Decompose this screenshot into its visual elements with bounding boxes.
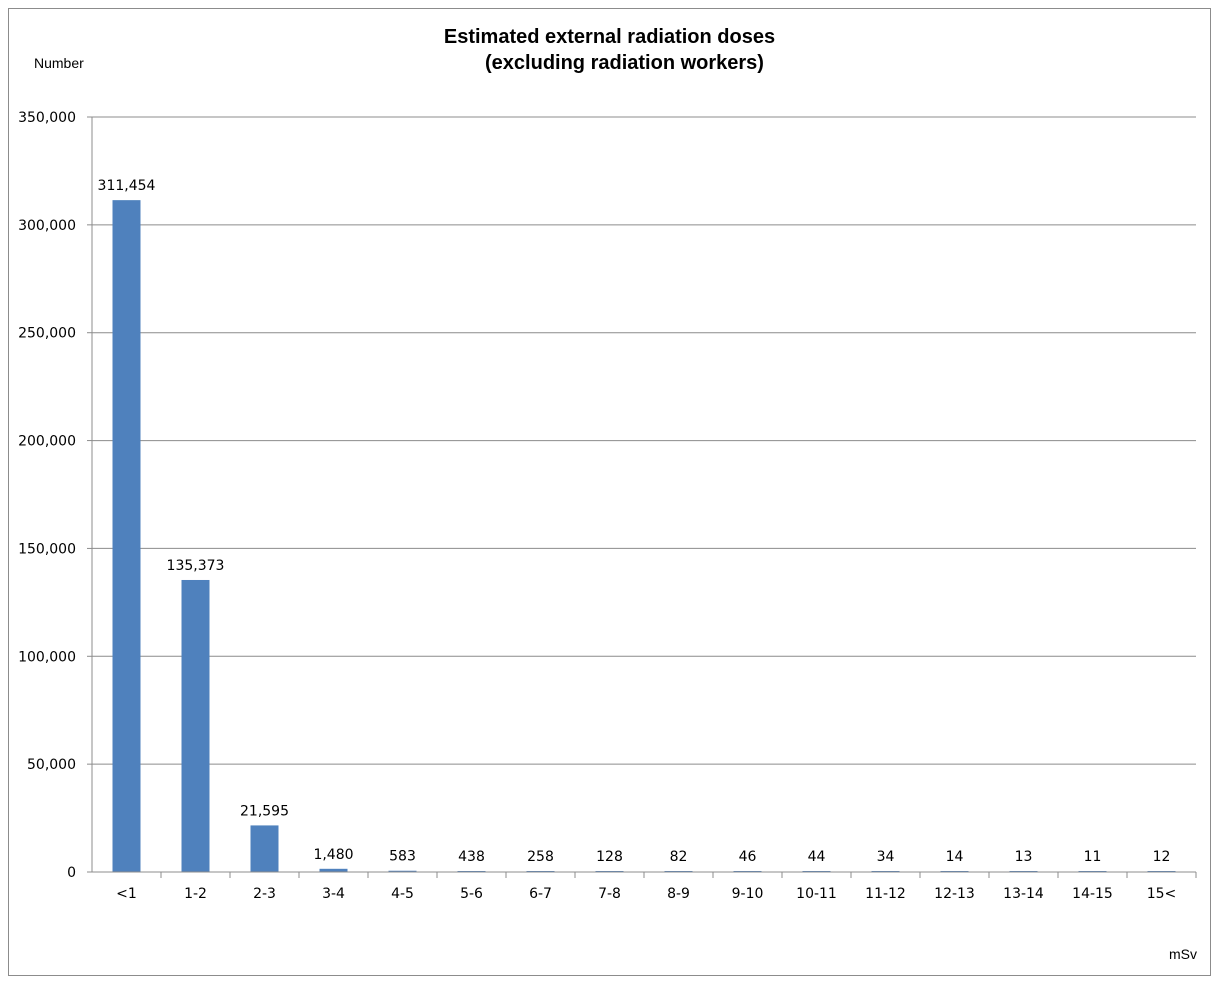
data-label: 135,373 — [167, 558, 225, 574]
data-label: 258 — [527, 849, 554, 865]
data-label: 12 — [1153, 849, 1171, 865]
data-label: 21,595 — [240, 803, 289, 819]
x-tick-label: 7-8 — [598, 886, 621, 902]
data-label: 583 — [389, 849, 416, 865]
data-label: 128 — [596, 849, 623, 865]
y-tick-label: 250,000 — [18, 326, 76, 342]
bar — [388, 870, 417, 872]
chart-title: Estimated external radiation doses (excl… — [0, 24, 1219, 76]
x-tick-label: 2-3 — [253, 886, 276, 902]
data-label: 1,480 — [313, 847, 353, 863]
x-tick-label: 8-9 — [667, 886, 690, 902]
x-tick-label: 13-14 — [1003, 886, 1044, 902]
x-tick-label: 4-5 — [391, 886, 414, 902]
data-label: 11 — [1084, 849, 1102, 865]
x-tick-label: 6-7 — [529, 886, 552, 902]
x-tick-label: <1 — [116, 886, 137, 902]
y-tick-label: 100,000 — [18, 649, 76, 665]
x-tick-label: 3-4 — [322, 886, 345, 902]
x-tick-label: 15< — [1147, 886, 1177, 902]
y-tick-label: 350,000 — [18, 110, 76, 126]
x-tick-label: 5-6 — [460, 886, 483, 902]
bar — [112, 200, 141, 872]
data-label: 44 — [808, 849, 826, 865]
x-tick-label: 14-15 — [1072, 886, 1113, 902]
data-label: 311,454 — [98, 178, 156, 194]
y-tick-label: 300,000 — [18, 218, 76, 234]
data-label: 46 — [739, 849, 757, 865]
y-tick-label: 0 — [67, 865, 76, 881]
bar — [250, 825, 279, 872]
data-label: 13 — [1015, 849, 1033, 865]
chart-title-line1: Estimated external radiation doses — [443, 26, 776, 48]
y-axis-label: Number — [34, 55, 84, 71]
x-tick-label: 1-2 — [184, 886, 207, 902]
data-label: 14 — [946, 849, 964, 865]
bar — [319, 868, 348, 872]
y-tick-label: 200,000 — [18, 434, 76, 450]
bar — [181, 579, 210, 872]
y-tick-label: 150,000 — [18, 541, 76, 557]
data-label: 34 — [877, 849, 895, 865]
data-label: 438 — [458, 849, 485, 865]
x-tick-label: 11-12 — [865, 886, 906, 902]
x-axis-label: mSv — [1169, 946, 1197, 962]
chart-title-line2: (excluding radiation workers) — [485, 52, 764, 74]
x-tick-label: 9-10 — [732, 886, 764, 902]
y-tick-label: 50,000 — [27, 757, 76, 773]
x-tick-label: 12-13 — [934, 886, 975, 902]
x-tick-label: 10-11 — [796, 886, 837, 902]
data-label: 82 — [670, 849, 688, 865]
